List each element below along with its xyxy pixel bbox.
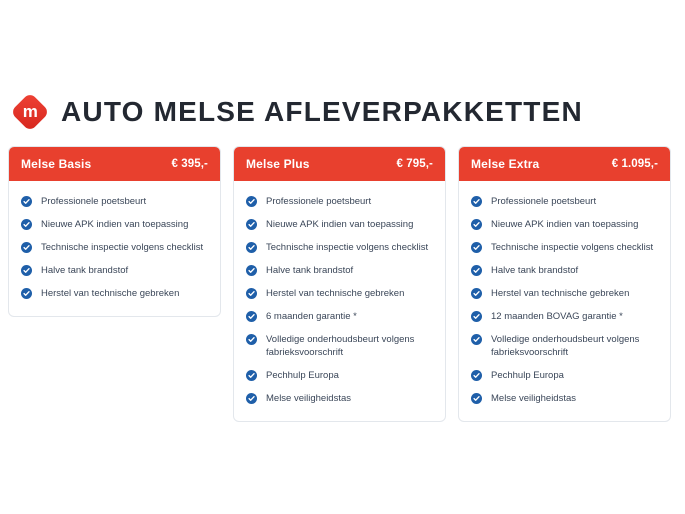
package-card: Melse Plus € 795,- Professionele poetsbeur… (233, 146, 446, 422)
check-circle-icon (246, 310, 257, 322)
package-name: Melse Extra (471, 157, 540, 171)
feature-item: Technische inspectie volgens checklist (244, 236, 435, 259)
feature-item: Halve tank brandstof (469, 259, 660, 282)
feature-label: Volledige onderhoudsbeurt volgens fabrie… (491, 334, 640, 358)
check-circle-icon (471, 369, 482, 381)
melse-logo: m (10, 92, 50, 132)
feature-item: Volledige onderhoudsbeurt volgens fabrie… (469, 328, 660, 364)
feature-item: Pechhulp Europa (244, 364, 435, 387)
check-circle-icon (21, 241, 32, 253)
feature-item: Halve tank brandstof (244, 259, 435, 282)
check-circle-icon (246, 218, 257, 230)
feature-item: Professionele poetsbeurt (244, 190, 435, 213)
check-circle-icon (246, 333, 257, 345)
check-circle-icon (471, 241, 482, 253)
package-price: € 795,- (396, 158, 433, 170)
package-card-header: Melse Basis € 395,- (9, 147, 220, 181)
feature-label: Halve tank brandstof (491, 265, 579, 276)
feature-label: 12 maanden BOVAG garantie * (491, 311, 623, 322)
logo-letter: m (22, 102, 38, 121)
feature-label: Technische inspectie volgens checklist (266, 242, 429, 253)
check-circle-icon (246, 287, 257, 299)
check-circle-icon (471, 333, 482, 345)
package-name: Melse Plus (246, 157, 310, 171)
feature-list: Professionele poetsbeurt Nieuwe APK indie… (459, 181, 670, 421)
package-card-header: Melse Extra € 1.095,- (459, 147, 670, 181)
check-circle-icon (21, 287, 32, 299)
check-circle-icon (246, 392, 257, 404)
check-circle-icon (471, 195, 482, 207)
feature-item: 12 maanden BOVAG garantie * (469, 305, 660, 328)
package-price: € 1.095,- (611, 158, 658, 170)
feature-label: Technische inspectie volgens checklist (491, 242, 654, 253)
check-circle-icon (471, 287, 482, 299)
feature-item: Herstel van technische gebreken (469, 282, 660, 305)
check-circle-icon (246, 264, 257, 276)
feature-label: Halve tank brandstof (41, 265, 129, 276)
check-circle-icon (21, 195, 32, 207)
feature-label: Nieuwe APK indien van toepassing (41, 219, 189, 230)
package-cards: Melse Basis € 395,- Professionele poetsbeu… (8, 146, 678, 422)
feature-label: 6 maanden garantie * (266, 311, 357, 322)
page-header: m AUTO MELSE AFLEVERPAKKETTEN (10, 92, 583, 132)
check-circle-icon (246, 241, 257, 253)
check-circle-icon (471, 310, 482, 322)
feature-list: Professionele poetsbeurt Nieuwe APK indie… (234, 181, 445, 421)
package-price: € 395,- (171, 158, 208, 170)
feature-label: Professionele poetsbeurt (41, 196, 147, 207)
feature-item: Technische inspectie volgens checklist (469, 236, 660, 259)
feature-item: Nieuwe APK indien van toepassing (19, 213, 210, 236)
feature-label: Pechhulp Europa (491, 370, 564, 381)
feature-label: Nieuwe APK indien van toepassing (266, 219, 414, 230)
feature-item: Melse veiligheidstas (469, 387, 660, 410)
feature-label: Technische inspectie volgens checklist (41, 242, 204, 253)
check-circle-icon (471, 392, 482, 404)
feature-label: Herstel van technische gebreken (491, 288, 630, 299)
check-circle-icon (246, 195, 257, 207)
feature-item: Herstel van technische gebreken (244, 282, 435, 305)
package-name: Melse Basis (21, 157, 92, 171)
feature-label: Herstel van technische gebreken (266, 288, 405, 299)
feature-list: Professionele poetsbeurt Nieuwe APK indie… (9, 181, 220, 316)
feature-item: Volledige onderhoudsbeurt volgens fabrie… (244, 328, 435, 364)
feature-label: Pechhulp Europa (266, 370, 339, 381)
feature-item: Professionele poetsbeurt (19, 190, 210, 213)
feature-label: Professionele poetsbeurt (266, 196, 372, 207)
check-circle-icon (471, 218, 482, 230)
feature-item: Pechhulp Europa (469, 364, 660, 387)
feature-label: Professionele poetsbeurt (491, 196, 597, 207)
feature-item: Nieuwe APK indien van toepassing (469, 213, 660, 236)
feature-label: Melse veiligheidstas (491, 393, 577, 404)
check-circle-icon (21, 264, 32, 276)
feature-item: 6 maanden garantie * (244, 305, 435, 328)
check-circle-icon (471, 264, 482, 276)
feature-label: Herstel van technische gebreken (41, 288, 180, 299)
feature-item: Technische inspectie volgens checklist (19, 236, 210, 259)
feature-label: Nieuwe APK indien van toepassing (491, 219, 639, 230)
check-circle-icon (21, 218, 32, 230)
feature-label: Melse veiligheidstas (266, 393, 352, 404)
feature-label: Halve tank brandstof (266, 265, 354, 276)
package-card: Melse Basis € 395,- Professionele poetsbeu… (8, 146, 221, 317)
check-circle-icon (246, 369, 257, 381)
page-title: AUTO MELSE AFLEVERPAKKETTEN (61, 96, 583, 127)
package-card-header: Melse Plus € 795,- (234, 147, 445, 181)
feature-item: Nieuwe APK indien van toepassing (244, 213, 435, 236)
feature-label: Volledige onderhoudsbeurt volgens fabrie… (266, 334, 415, 358)
package-card: Melse Extra € 1.095,- Professionele poetsb… (458, 146, 671, 422)
feature-item: Herstel van technische gebreken (19, 282, 210, 305)
feature-item: Melse veiligheidstas (244, 387, 435, 410)
feature-item: Professionele poetsbeurt (469, 190, 660, 213)
feature-item: Halve tank brandstof (19, 259, 210, 282)
